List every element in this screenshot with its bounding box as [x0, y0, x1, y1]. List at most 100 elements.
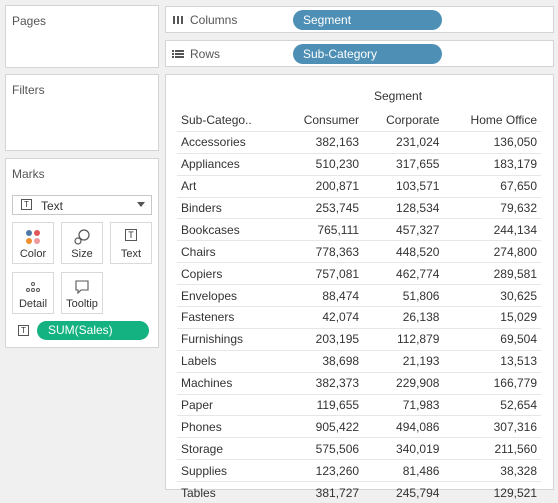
- table-row[interactable]: Bookcases 765,111 457,327 244,134: [177, 218, 541, 241]
- data-cell[interactable]: 38,328: [443, 459, 541, 482]
- table-row[interactable]: Machines 382,373 229,908 166,779: [177, 371, 541, 395]
- data-cell[interactable]: 67,650: [443, 174, 541, 198]
- data-cell[interactable]: 26,138: [363, 306, 444, 329]
- detail-button[interactable]: Detail: [12, 272, 54, 314]
- row-header-cell[interactable]: Binders: [177, 196, 281, 219]
- data-cell[interactable]: 38,698: [280, 349, 364, 373]
- data-cell[interactable]: 166,779: [443, 371, 541, 395]
- segment-pill[interactable]: Segment: [293, 10, 442, 30]
- data-cell[interactable]: 231,024: [363, 130, 444, 154]
- data-cell[interactable]: 307,316: [443, 415, 541, 438]
- data-cell[interactable]: 21,193: [363, 349, 444, 373]
- text-button[interactable]: T Text: [110, 222, 152, 264]
- row-header-cell[interactable]: Appliances: [177, 152, 281, 176]
- table-row[interactable]: Paper 119,655 71,983 52,654: [177, 393, 541, 416]
- row-header-cell[interactable]: Fasteners: [177, 306, 281, 329]
- column-header-sub-category[interactable]: Sub-Catego..: [181, 113, 252, 128]
- data-cell[interactable]: 13,513: [443, 349, 541, 373]
- row-header-cell[interactable]: Machines: [177, 371, 281, 395]
- row-header-cell[interactable]: Labels: [177, 349, 281, 373]
- row-header-cell[interactable]: Storage: [177, 437, 281, 460]
- rows-shelf[interactable]: Rows Sub-Category: [165, 40, 554, 67]
- row-header-cell[interactable]: Paper: [177, 393, 281, 416]
- data-cell[interactable]: 136,050: [443, 130, 541, 154]
- table-row[interactable]: Copiers 757,081 462,774 289,581: [177, 262, 541, 285]
- data-cell[interactable]: 128,534: [363, 196, 444, 219]
- row-header-cell[interactable]: Bookcases: [177, 218, 281, 241]
- row-header-cell[interactable]: Furnishings: [177, 327, 281, 351]
- data-cell[interactable]: 183,179: [443, 152, 541, 176]
- row-header-cell[interactable]: Chairs: [177, 240, 281, 263]
- column-header-corporate[interactable]: Corporate: [386, 113, 440, 128]
- row-header-cell[interactable]: Supplies: [177, 459, 281, 482]
- data-cell[interactable]: 119,655: [280, 393, 364, 416]
- table-row[interactable]: Binders 253,745 128,534 79,632: [177, 196, 541, 219]
- data-cell[interactable]: 15,029: [443, 306, 541, 329]
- color-button[interactable]: Color: [12, 222, 54, 264]
- data-cell[interactable]: 123,260: [280, 459, 364, 482]
- table-row[interactable]: Fasteners 42,074 26,138 15,029: [177, 306, 541, 329]
- data-cell[interactable]: 200,871: [280, 174, 364, 198]
- tooltip-button[interactable]: Tooltip: [61, 272, 103, 314]
- data-cell[interactable]: 30,625: [443, 284, 541, 307]
- data-cell[interactable]: 765,111: [280, 218, 364, 241]
- data-cell[interactable]: 448,520: [363, 240, 444, 263]
- table-row[interactable]: Envelopes 88,474 51,806 30,625: [177, 284, 541, 307]
- data-cell[interactable]: 81,486: [363, 459, 444, 482]
- column-header-home-office[interactable]: Home Office: [470, 113, 537, 128]
- data-cell[interactable]: 382,373: [280, 371, 364, 395]
- table-row[interactable]: Labels 38,698 21,193 13,513: [177, 349, 541, 373]
- data-cell[interactable]: 42,074: [280, 306, 364, 329]
- table-row[interactable]: Tables 381,727 245,794 129,521: [177, 481, 541, 503]
- data-cell[interactable]: 274,800: [443, 240, 541, 263]
- mark-type-dropdown[interactable]: T Text: [12, 195, 152, 215]
- data-cell[interactable]: 462,774: [363, 262, 444, 285]
- table-row[interactable]: Appliances 510,230 317,655 183,179: [177, 152, 541, 176]
- data-cell[interactable]: 103,571: [363, 174, 444, 198]
- table-row[interactable]: Phones 905,422 494,086 307,316: [177, 415, 541, 438]
- data-cell[interactable]: 71,983: [363, 393, 444, 416]
- data-cell[interactable]: 289,581: [443, 262, 541, 285]
- data-cell[interactable]: 203,195: [280, 327, 364, 351]
- size-button[interactable]: Size: [61, 222, 103, 264]
- data-cell[interactable]: 494,086: [363, 415, 444, 438]
- data-cell[interactable]: 244,134: [443, 218, 541, 241]
- data-cell[interactable]: 757,081: [280, 262, 364, 285]
- data-cell[interactable]: 340,019: [363, 437, 444, 460]
- data-cell[interactable]: 575,506: [280, 437, 364, 460]
- data-cell[interactable]: 245,794: [363, 481, 444, 503]
- table-row[interactable]: Storage 575,506 340,019 211,560: [177, 437, 541, 460]
- row-header-cell[interactable]: Art: [177, 174, 281, 198]
- data-cell[interactable]: 510,230: [280, 152, 364, 176]
- table-row[interactable]: Furnishings 203,195 112,879 69,504: [177, 327, 541, 351]
- data-cell[interactable]: 778,363: [280, 240, 364, 263]
- sum-sales-pill[interactable]: SUM(Sales): [37, 321, 149, 340]
- table-row[interactable]: Chairs 778,363 448,520 274,800: [177, 240, 541, 263]
- data-cell[interactable]: 69,504: [443, 327, 541, 351]
- data-cell[interactable]: 51,806: [363, 284, 444, 307]
- table-row[interactable]: Art 200,871 103,571 67,650: [177, 174, 541, 198]
- row-header-cell[interactable]: Copiers: [177, 262, 281, 285]
- table-row[interactable]: Accessories 382,163 231,024 136,050: [177, 130, 541, 154]
- data-cell[interactable]: 457,327: [363, 218, 444, 241]
- row-header-cell[interactable]: Accessories: [177, 130, 281, 154]
- columns-shelf[interactable]: Columns Segment: [165, 6, 554, 33]
- sub-category-pill[interactable]: Sub-Category: [293, 44, 442, 64]
- data-cell[interactable]: 211,560: [443, 437, 541, 460]
- row-header-cell[interactable]: Phones: [177, 415, 281, 438]
- data-cell[interactable]: 229,908: [363, 371, 444, 395]
- data-cell[interactable]: 88,474: [280, 284, 364, 307]
- data-cell[interactable]: 79,632: [443, 196, 541, 219]
- column-header-consumer[interactable]: Consumer: [303, 113, 360, 128]
- row-header-cell[interactable]: Tables: [177, 481, 281, 503]
- row-header-cell[interactable]: Envelopes: [177, 284, 281, 307]
- data-cell[interactable]: 112,879: [363, 327, 444, 351]
- table-row[interactable]: Supplies 123,260 81,486 38,328: [177, 459, 541, 482]
- data-cell[interactable]: 905,422: [280, 415, 364, 438]
- data-cell[interactable]: 129,521: [443, 481, 541, 503]
- data-cell[interactable]: 382,163: [280, 130, 364, 154]
- data-cell[interactable]: 381,727: [280, 481, 364, 503]
- data-cell[interactable]: 317,655: [363, 152, 444, 176]
- data-cell[interactable]: 253,745: [280, 196, 364, 219]
- data-cell[interactable]: 52,654: [443, 393, 541, 416]
